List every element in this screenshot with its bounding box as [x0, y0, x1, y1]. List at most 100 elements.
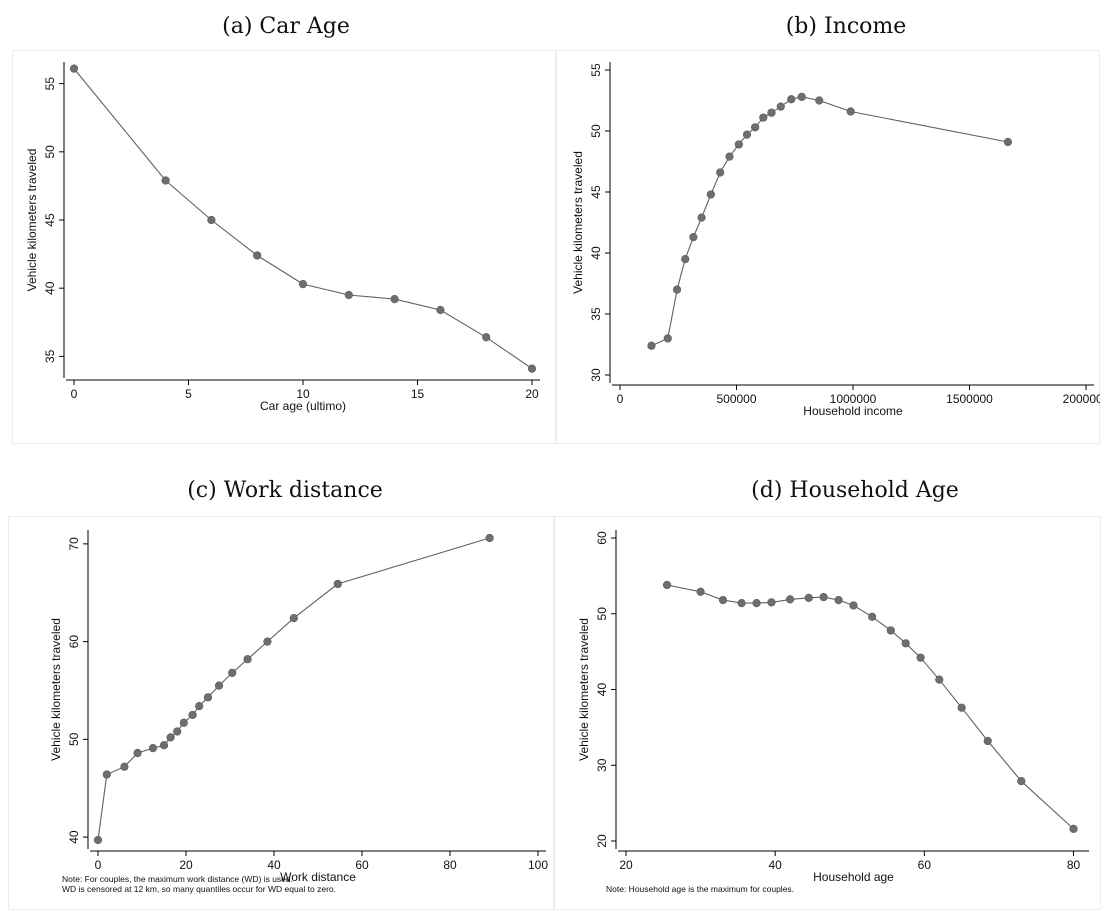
x-tick-label: 100: [528, 858, 548, 872]
y-tick-label: 40: [595, 683, 609, 697]
data-point: [1003, 137, 1013, 147]
data-point: [681, 255, 690, 264]
data-point: [697, 213, 706, 222]
data-point: [214, 681, 224, 690]
data-point: [689, 233, 698, 242]
data-point: [69, 64, 79, 73]
data-point: [752, 599, 761, 608]
data-point: [120, 762, 129, 771]
x-tick-label: 20: [525, 387, 539, 401]
x-tick-label: 1500000: [946, 392, 993, 406]
x-tick-label: 15: [411, 387, 425, 401]
caption-b: (b) Income: [785, 14, 907, 39]
data-point: [333, 579, 342, 589]
note-c-line1: Note: For couples, the maximum work dist…: [62, 874, 293, 884]
data-point: [725, 152, 734, 161]
x-axis-title: Household age: [813, 870, 894, 884]
x-tick-label: 60: [918, 858, 932, 872]
x-axis-title: Household income: [803, 404, 903, 418]
y-tick-label: 60: [67, 635, 81, 649]
chart-panel-a: 0 5 10 15 20 35 40 45 50 55 Car age (ultimo) Vehicl…: [12, 50, 556, 444]
data-point: [886, 626, 895, 635]
x-tick-label: 2000000: [1063, 392, 1100, 406]
y-tick-label: 45: [43, 213, 57, 227]
data-point: [179, 718, 188, 727]
data-point: [253, 251, 262, 260]
y-tick-label: 55: [43, 77, 57, 91]
note-d-line1: Note: Household age is the maximum for c…: [606, 884, 795, 894]
y-tick-label: 50: [43, 145, 57, 159]
data-point: [935, 675, 944, 684]
data-point: [742, 130, 752, 139]
y-tick-label: 40: [589, 246, 603, 260]
y-tick-label: 30: [589, 368, 603, 382]
panel-frame: [12, 50, 556, 444]
data-point: [1069, 824, 1078, 833]
data-point: [195, 702, 204, 711]
data-point: [846, 107, 855, 116]
data-point: [527, 364, 537, 373]
x-tick-label: 5: [185, 387, 192, 401]
y-tick-label: 60: [595, 531, 609, 545]
y-tick-label: 55: [589, 63, 603, 77]
x-tick-label: 80: [1067, 858, 1081, 872]
note-c-line2: WD is censored at 12 km, so many quantil…: [62, 884, 337, 894]
data-point: [751, 123, 760, 132]
x-tick-label: 0: [95, 858, 102, 872]
data-point: [759, 113, 768, 122]
data-point: [289, 614, 298, 623]
chart-panel-d: 20 40 60 80 20 30 40 50 60 Household age Vehicle k…: [554, 516, 1101, 910]
data-point: [159, 741, 169, 750]
data-point: [716, 168, 725, 177]
series-line: [651, 96, 1009, 347]
data-point: [776, 102, 785, 111]
y-tick-label: 35: [43, 349, 57, 363]
data-point: [263, 637, 272, 646]
x-tick-label: 0: [617, 392, 624, 406]
data-point: [93, 835, 103, 845]
y-tick-label: 50: [67, 732, 81, 746]
data-point: [787, 95, 796, 104]
data-point: [188, 710, 197, 720]
data-point: [868, 612, 877, 621]
x-tick-label: 20: [619, 858, 633, 872]
x-tick-label: 1000000: [830, 392, 877, 406]
panel-frame: [8, 516, 554, 910]
caption-d: (d) Household Age: [751, 478, 959, 503]
y-tick-label: 45: [589, 185, 603, 199]
data-point: [916, 653, 925, 662]
data-point: [785, 595, 795, 604]
y-axis-title: Vehicle kilometers traveled: [49, 618, 63, 761]
data-point: [133, 748, 142, 758]
data-point: [957, 703, 966, 712]
x-tick-label: 10: [296, 387, 310, 401]
series-line: [97, 537, 490, 841]
data-point: [148, 744, 158, 753]
y-tick-label: 70: [67, 537, 81, 551]
y-tick-label: 50: [595, 607, 609, 621]
data-point: [298, 279, 308, 289]
y-tick-label: 40: [43, 281, 57, 295]
x-tick-label: 40: [267, 858, 281, 872]
data-point: [662, 580, 672, 590]
data-point: [203, 693, 213, 702]
data-point: [767, 108, 776, 117]
data-point: [767, 598, 776, 607]
y-tick-label: 50: [589, 124, 603, 138]
y-axis-title: Vehicle kilometers traveled: [571, 151, 585, 294]
panel-frame: [554, 516, 1101, 910]
data-point: [390, 294, 399, 304]
x-tick-label: 60: [355, 858, 369, 872]
data-point: [797, 92, 806, 101]
series-line: [73, 68, 533, 370]
chart-panel-c: 0 20 40 60 80 100 40 50 60 70 Work distance Vehicle…: [8, 516, 554, 910]
data-point: [804, 593, 813, 602]
x-tick-label: 40: [769, 858, 783, 872]
data-point: [482, 333, 491, 342]
data-point: [436, 305, 445, 315]
x-axis-title: Work distance: [280, 870, 356, 884]
data-point: [344, 290, 353, 300]
data-point: [173, 727, 182, 736]
caption-a: (a) Car Age: [222, 14, 350, 39]
data-point: [672, 285, 682, 294]
